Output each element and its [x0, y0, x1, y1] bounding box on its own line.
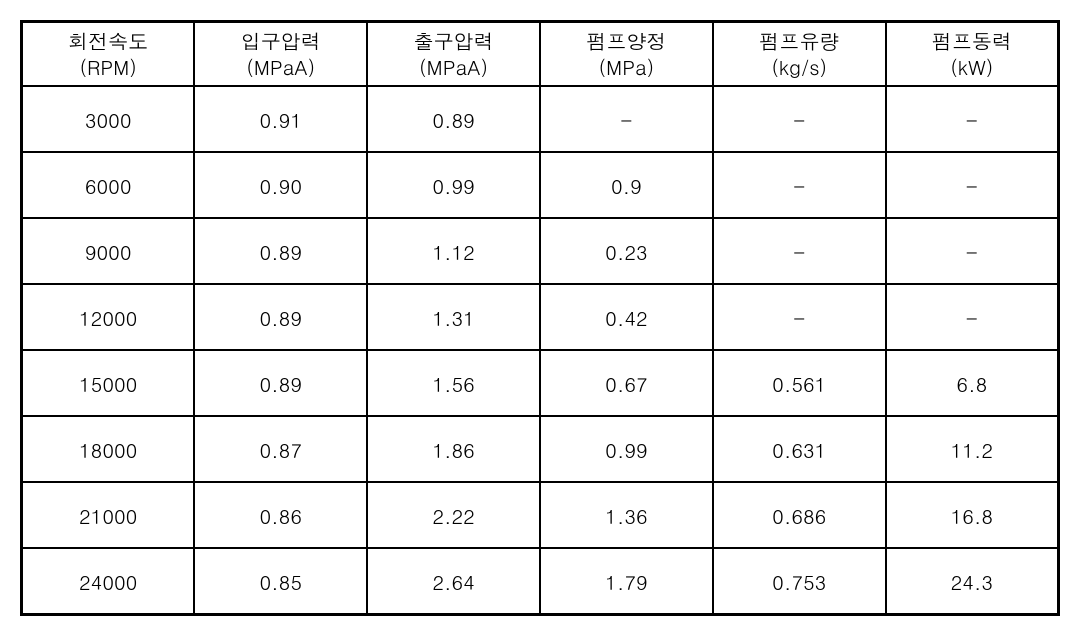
cell-outlet: 0.99 [367, 152, 540, 218]
cell-inlet: 0.87 [194, 416, 367, 482]
cell-head: 0.23 [540, 218, 713, 284]
cell-head: 0.42 [540, 284, 713, 350]
col-header-pump-power: 펌프동력 (kW) [886, 22, 1059, 87]
cell-flow: - [713, 152, 886, 218]
table-row: 18000 0.87 1.86 0.99 0.631 11.2 [22, 416, 1059, 482]
col-header-unit: (MPaA) [195, 54, 366, 80]
cell-head: 0.99 [540, 416, 713, 482]
table-header: 회전속도 (RPM) 입구압력 (MPaA) 출구압력 (MPaA) 펌프양정 … [22, 22, 1059, 87]
cell-rpm: 21000 [22, 482, 195, 548]
cell-outlet: 2.22 [367, 482, 540, 548]
cell-flow: 0.686 [713, 482, 886, 548]
cell-power: 11.2 [886, 416, 1059, 482]
col-header-label: 회전속도 [23, 28, 193, 54]
cell-rpm: 3000 [22, 86, 195, 152]
cell-inlet: 0.90 [194, 152, 367, 218]
table-row: 24000 0.85 2.64 1.79 0.753 24.3 [22, 548, 1059, 615]
cell-rpm: 18000 [22, 416, 195, 482]
cell-rpm: 12000 [22, 284, 195, 350]
col-header-unit: (RPM) [23, 54, 193, 80]
col-header-pump-flow: 펌프유량 (kg/s) [713, 22, 886, 87]
cell-flow: 0.561 [713, 350, 886, 416]
cell-outlet: 1.12 [367, 218, 540, 284]
col-header-label: 출구압력 [368, 28, 539, 54]
col-header-unit: (MPaA) [368, 54, 539, 80]
table-row: 12000 0.89 1.31 0.42 - - [22, 284, 1059, 350]
col-header-label: 펌프유량 [714, 28, 885, 54]
cell-head: 0.9 [540, 152, 713, 218]
col-header-label: 펌프양정 [541, 28, 712, 54]
col-header-unit: (kW) [887, 54, 1057, 80]
cell-power: - [886, 86, 1059, 152]
cell-inlet: 0.85 [194, 548, 367, 615]
col-header-label: 입구압력 [195, 28, 366, 54]
table-row: 15000 0.89 1.56 0.67 0.561 6.8 [22, 350, 1059, 416]
cell-power: - [886, 218, 1059, 284]
cell-head: 0.67 [540, 350, 713, 416]
cell-head: 1.79 [540, 548, 713, 615]
table-body: 3000 0.91 0.89 - - - 6000 0.90 0.99 0.9 … [22, 86, 1059, 615]
cell-rpm: 6000 [22, 152, 195, 218]
cell-inlet: 0.89 [194, 350, 367, 416]
cell-flow: 0.631 [713, 416, 886, 482]
cell-outlet: 1.31 [367, 284, 540, 350]
table-row: 21000 0.86 2.22 1.36 0.686 16.8 [22, 482, 1059, 548]
cell-power: - [886, 152, 1059, 218]
pump-data-table: 회전속도 (RPM) 입구압력 (MPaA) 출구압력 (MPaA) 펌프양정 … [20, 20, 1060, 616]
cell-rpm: 24000 [22, 548, 195, 615]
cell-head: - [540, 86, 713, 152]
table-row: 9000 0.89 1.12 0.23 - - [22, 218, 1059, 284]
cell-rpm: 15000 [22, 350, 195, 416]
cell-head: 1.36 [540, 482, 713, 548]
col-header-unit: (kg/s) [714, 54, 885, 80]
cell-outlet: 0.89 [367, 86, 540, 152]
col-header-unit: (MPa) [541, 54, 712, 80]
header-row: 회전속도 (RPM) 입구압력 (MPaA) 출구압력 (MPaA) 펌프양정 … [22, 22, 1059, 87]
cell-power: 6.8 [886, 350, 1059, 416]
cell-inlet: 0.91 [194, 86, 367, 152]
cell-inlet: 0.89 [194, 284, 367, 350]
cell-inlet: 0.89 [194, 218, 367, 284]
cell-inlet: 0.86 [194, 482, 367, 548]
cell-power: - [886, 284, 1059, 350]
cell-flow: - [713, 284, 886, 350]
col-header-label: 펌프동력 [887, 28, 1057, 54]
col-header-rpm: 회전속도 (RPM) [22, 22, 195, 87]
col-header-outlet-pressure: 출구압력 (MPaA) [367, 22, 540, 87]
table-row: 3000 0.91 0.89 - - - [22, 86, 1059, 152]
col-header-pump-head: 펌프양정 (MPa) [540, 22, 713, 87]
table-row: 6000 0.90 0.99 0.9 - - [22, 152, 1059, 218]
cell-outlet: 1.56 [367, 350, 540, 416]
cell-flow: - [713, 86, 886, 152]
cell-power: 16.8 [886, 482, 1059, 548]
cell-flow: - [713, 218, 886, 284]
cell-rpm: 9000 [22, 218, 195, 284]
cell-power: 24.3 [886, 548, 1059, 615]
cell-outlet: 2.64 [367, 548, 540, 615]
col-header-inlet-pressure: 입구압력 (MPaA) [194, 22, 367, 87]
cell-outlet: 1.86 [367, 416, 540, 482]
cell-flow: 0.753 [713, 548, 886, 615]
